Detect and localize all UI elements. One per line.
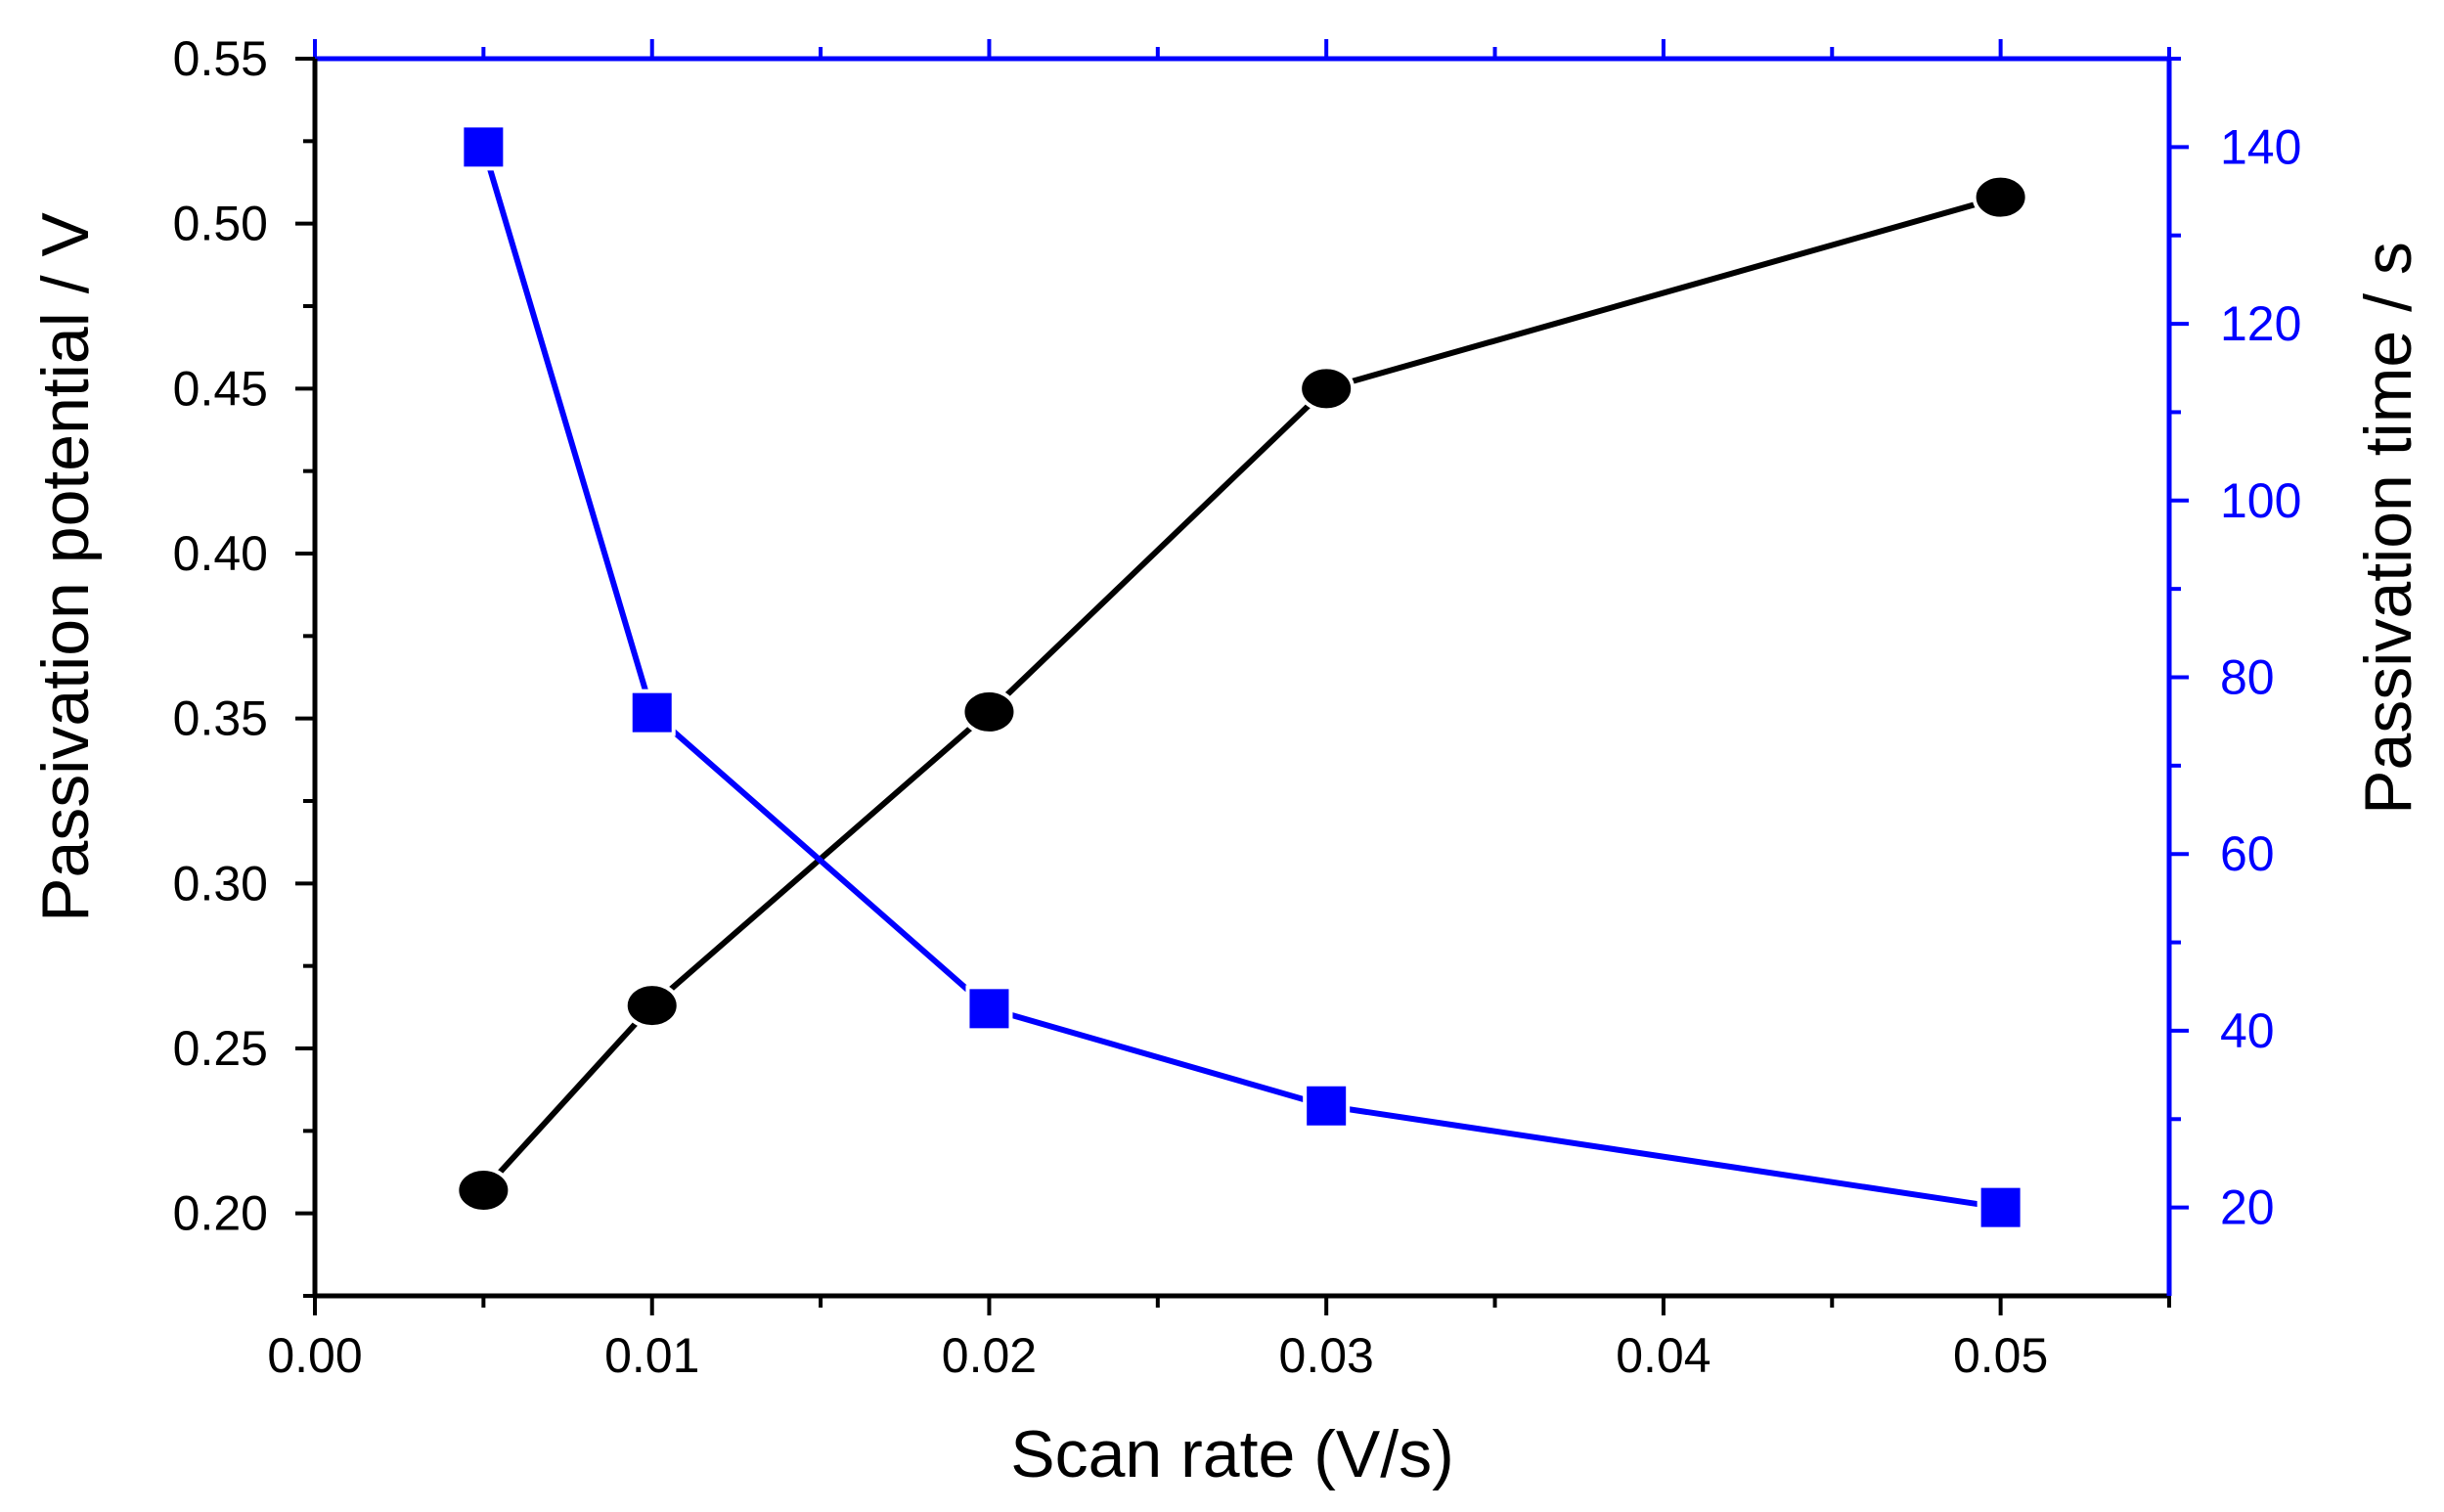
series-1-point — [1972, 173, 2029, 221]
series-1-point — [455, 1167, 512, 1215]
left-y-tick-label: 0.40 — [173, 526, 268, 581]
left-y-tick-label: 0.20 — [173, 1186, 268, 1241]
x-tick-label: 0.03 — [1279, 1328, 1374, 1383]
series-2-point — [1977, 1183, 2024, 1231]
left-y-tick-label: 0.25 — [173, 1021, 268, 1076]
x-axis-title: Scan rate (V/s) — [1010, 1417, 1454, 1491]
series-1-point — [960, 688, 1018, 735]
left-y-tick-label: 0.35 — [173, 691, 268, 746]
right-y-axis: 20 40 60 80 100 120 140 — [2169, 57, 2301, 1235]
left-y-tick-label: 0.45 — [173, 361, 268, 416]
right-y-tick-label: 100 — [2220, 473, 2301, 528]
x-tick-label: 0.05 — [1953, 1328, 2048, 1383]
right-y-tick-label: 140 — [2220, 119, 2301, 174]
x-tick-label: 0.02 — [942, 1328, 1037, 1383]
x-axis: 0.00 0.01 0.02 0.03 0.04 0.05 — [267, 39, 2171, 1383]
x-tick-label: 0.04 — [1616, 1328, 1711, 1383]
plot-frame — [312, 56, 2172, 1299]
left-y-tick-label: 0.55 — [173, 31, 268, 86]
left-y-tick-label: 0.50 — [173, 197, 268, 251]
x-tick-label: 0.01 — [604, 1328, 699, 1383]
right-y-tick-label: 80 — [2220, 650, 2275, 705]
series-2-point — [965, 985, 1013, 1033]
left-y-axis-title: Passivation potential / V — [28, 211, 103, 921]
series-layer — [455, 123, 2029, 1231]
series-2-line — [480, 146, 2002, 1211]
series-1-point — [623, 982, 681, 1030]
series-2-point — [1303, 1082, 1351, 1130]
right-y-tick-label: 40 — [2220, 1003, 2275, 1058]
left-y-tick-label: 0.30 — [173, 856, 268, 911]
right-y-tick-label: 60 — [2220, 826, 2275, 881]
right-y-tick-label: 120 — [2220, 296, 2301, 351]
right-y-axis-title: Passivation time / s — [2351, 242, 2425, 815]
series-1-point — [1298, 365, 1355, 413]
series-2-point — [460, 123, 508, 171]
series-1-line — [481, 194, 2002, 1193]
left-y-axis: 0.20 0.25 0.30 0.35 0.40 0.45 0.50 0.55 — [173, 31, 315, 1298]
right-y-tick-label: 20 — [2220, 1180, 2275, 1235]
series-2-point — [628, 689, 676, 736]
x-tick-label: 0.00 — [267, 1328, 362, 1383]
